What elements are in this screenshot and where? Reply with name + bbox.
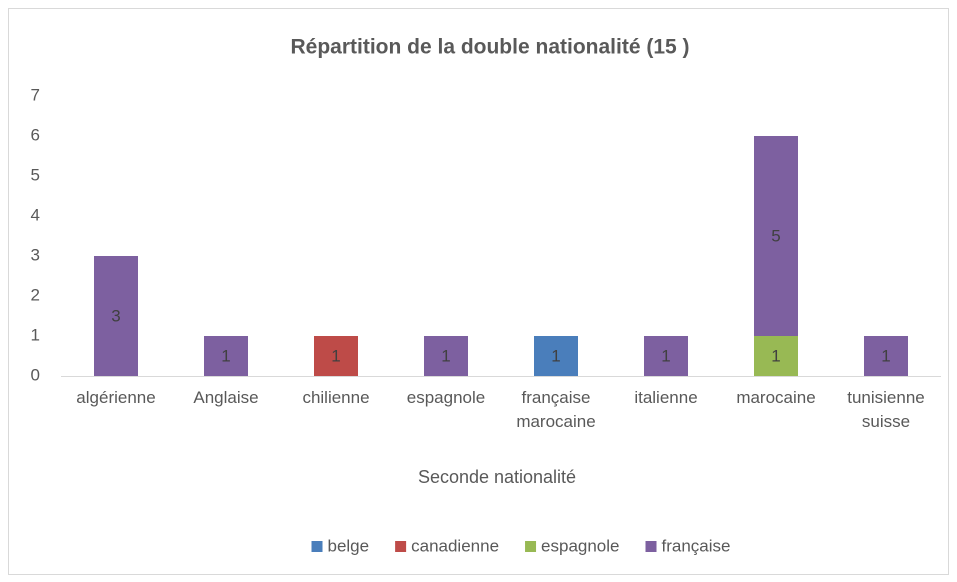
data-label: 1 <box>441 346 450 365</box>
bar-segment <box>204 336 248 376</box>
x-axis-title: Seconde nationalité <box>418 467 576 487</box>
y-tick-label: 3 <box>31 245 40 264</box>
bar-segment <box>424 336 468 376</box>
data-label: 1 <box>331 346 340 365</box>
data-label: 1 <box>551 346 560 365</box>
y-tick-label: 5 <box>31 165 40 184</box>
x-tick-label: espagnole <box>406 388 486 407</box>
x-tick-label: française marocaine <box>516 388 596 431</box>
legend-label: espagnole <box>541 536 619 555</box>
x-tick-label: marocaine <box>736 388 816 407</box>
data-label: 1 <box>771 346 780 365</box>
y-tick-label: 1 <box>31 325 40 344</box>
data-label: 1 <box>221 346 230 365</box>
data-label: 1 <box>881 346 890 365</box>
bar-segment <box>94 256 138 376</box>
legend-swatch <box>645 541 657 552</box>
bar-segment <box>754 136 798 336</box>
x-tick-label: algérienne <box>76 388 156 407</box>
chart-title: Répartition de la double nationalité (15… <box>290 36 689 59</box>
legend-swatch <box>311 541 323 552</box>
bar-segment <box>534 336 578 376</box>
data-label: 3 <box>111 306 120 325</box>
x-tick-label: Anglaise <box>193 388 259 407</box>
bar-segment <box>314 336 358 376</box>
legend-label: française <box>662 536 731 555</box>
legend-label: belge <box>328 536 370 555</box>
y-tick-label: 2 <box>31 285 40 304</box>
bar-segment <box>644 336 688 376</box>
data-label: 1 <box>661 346 670 365</box>
bar-segment <box>754 336 798 376</box>
y-tick-label: 4 <box>31 205 40 224</box>
x-tick-label: chilienne <box>302 388 370 407</box>
legend-swatch <box>395 541 407 552</box>
y-tick-label: 6 <box>31 125 40 144</box>
legend-label: canadienne <box>411 536 499 555</box>
chart-border <box>8 8 949 575</box>
y-tick-label: 0 <box>31 365 40 384</box>
x-tick-label: italienne <box>634 388 698 407</box>
bar-segment <box>864 336 908 376</box>
legend-swatch <box>525 541 537 552</box>
x-tick-label: tunisienne suisse <box>847 388 925 431</box>
data-label: 5 <box>771 226 780 245</box>
y-tick-label: 7 <box>31 85 40 104</box>
